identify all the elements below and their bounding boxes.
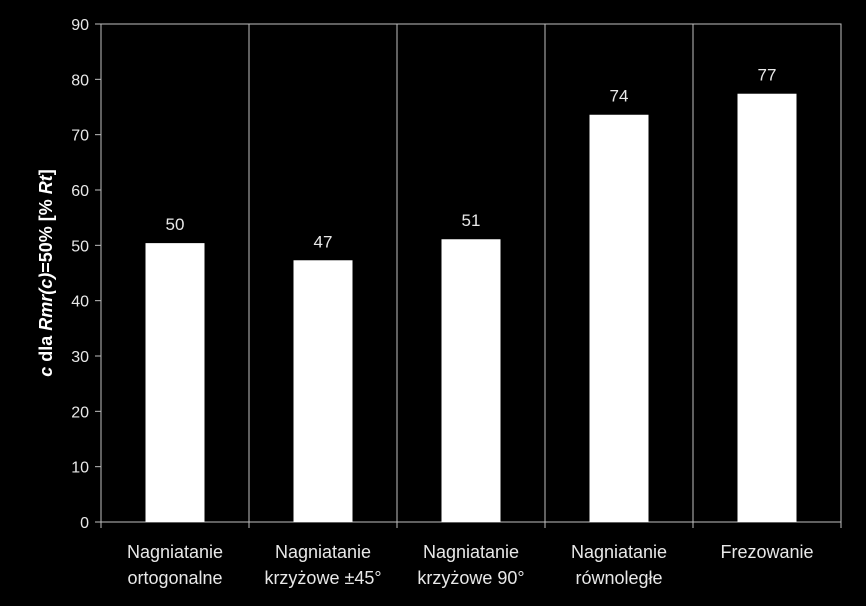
y-tick-label: 20	[71, 404, 89, 421]
category-label: krzyżowe 90°	[417, 568, 524, 588]
y-axis: 0 10 20 30 40 50 60 70 80 90	[71, 17, 101, 532]
data-label: 74	[610, 87, 629, 106]
category-label: krzyżowe ±45°	[264, 568, 381, 588]
y-tick-label: 50	[71, 238, 89, 255]
data-label: 51	[462, 211, 481, 230]
x-axis: Nagniatanie ortogonalne Nagniatanie krzyżow…	[127, 542, 814, 588]
category-label: Nagniatanie	[571, 542, 667, 562]
category-label: ortogonalne	[127, 568, 222, 588]
y-tick-label: 90	[71, 17, 89, 34]
bar	[737, 93, 797, 522]
y-tick-label: 0	[80, 515, 89, 532]
y-tick-label: 10	[71, 460, 89, 477]
y-tick-label: 60	[71, 183, 89, 200]
category-label: Nagniatanie	[275, 542, 371, 562]
category-label: równoległe	[575, 568, 662, 588]
y-axis-label: c dla Rmr(c)=50% [% Rt]	[36, 169, 56, 377]
data-label: 77	[758, 66, 777, 85]
bar	[293, 260, 353, 522]
data-label: 47	[314, 232, 333, 251]
y-tick-label: 30	[71, 349, 89, 366]
y-tick-label: 80	[71, 72, 89, 89]
bar	[589, 114, 649, 522]
data-labels: 50 47 51 74 77	[166, 66, 777, 252]
y-tick-label: 70	[71, 128, 89, 145]
category-label: Frezowanie	[720, 542, 813, 562]
category-label: Nagniatanie	[127, 542, 223, 562]
data-label: 50	[166, 215, 185, 234]
y-tick-label: 40	[71, 294, 89, 311]
category-label: Nagniatanie	[423, 542, 519, 562]
bars	[145, 93, 797, 522]
category-separators	[100, 24, 842, 528]
bar	[145, 243, 205, 522]
bar	[441, 239, 501, 522]
